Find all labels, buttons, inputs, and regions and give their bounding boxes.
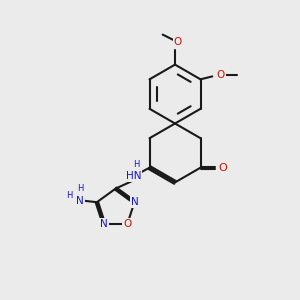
Text: N: N	[130, 197, 138, 207]
Text: O: O	[174, 37, 182, 47]
Text: O: O	[216, 70, 225, 80]
Text: H: H	[66, 191, 72, 200]
Text: N: N	[100, 219, 108, 229]
Text: O: O	[123, 219, 131, 229]
Text: HN: HN	[126, 171, 141, 181]
Text: H: H	[133, 160, 140, 169]
Text: H: H	[76, 184, 83, 193]
Text: N: N	[76, 196, 84, 206]
Text: O: O	[219, 163, 228, 173]
